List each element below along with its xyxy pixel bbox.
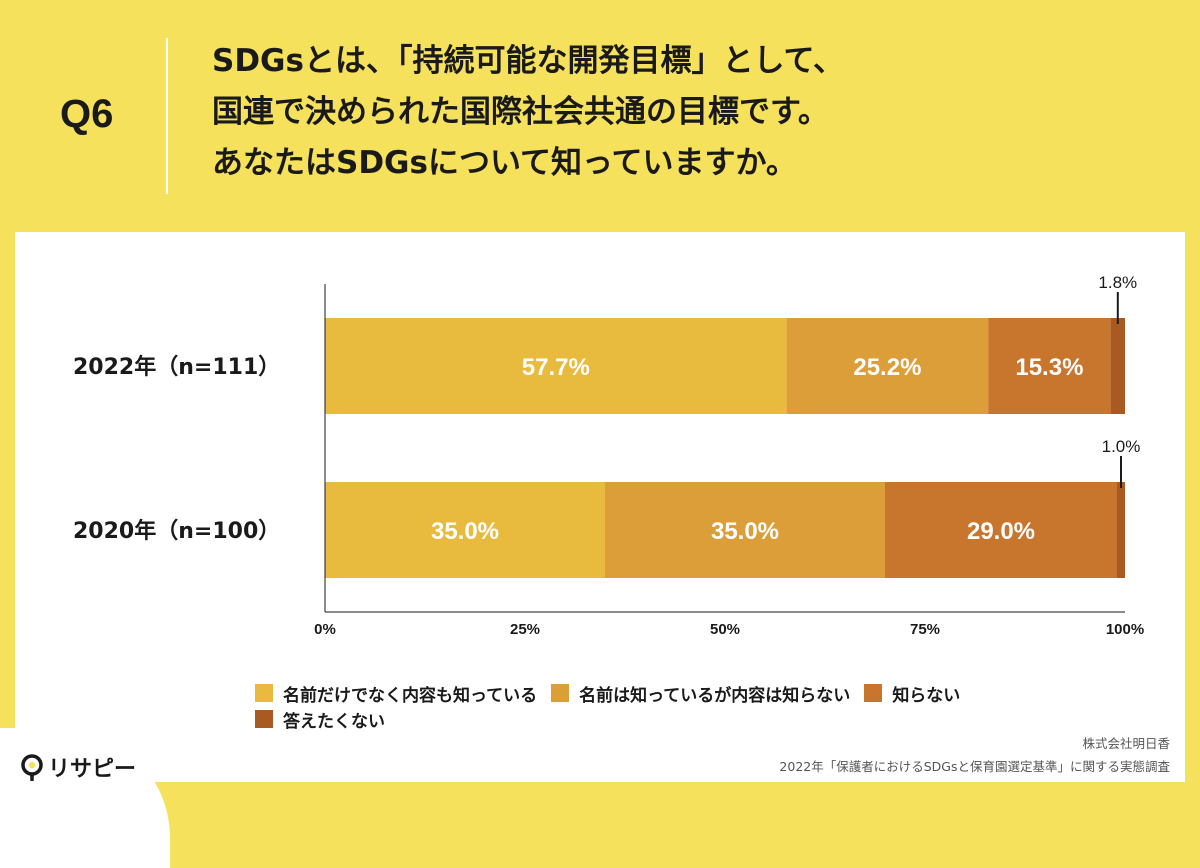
x-tick-label: 50% [710, 621, 740, 638]
question-text: SDGsとは、「持続可能な開発目標」として、 国連で決められた国際社会共通の目標… [212, 36, 1172, 189]
legend-row-1: 名前だけでなく内容も知っている 名前は知っているが内容は知らない 知らない [255, 680, 1155, 706]
data-label: 35.0% [711, 518, 779, 545]
x-tick-label: 25% [510, 621, 540, 638]
bar-segment [325, 318, 787, 414]
data-label: 1.8% [1098, 273, 1137, 292]
legend-label: 名前は知っているが内容は知らない [579, 685, 851, 706]
x-tick-label: 100% [1106, 621, 1144, 638]
x-tick-label: 75% [910, 621, 940, 638]
question-line-3: あなたはSDGsについて知っていますか。 [212, 145, 797, 181]
stacked-bar-chart: 2022年（n=111） 2020年（n=100） 57.7% 25.2% 15.3% 1… [73, 273, 1144, 638]
question-line-2: 国連で決められた国際社会共通の目標です。 [212, 94, 829, 130]
data-label: 25.2% [853, 354, 921, 381]
legend-label: 知らない [892, 685, 961, 706]
chart-panel: 2022年（n=111） 2020年（n=100） 57.7% 25.2% 15.3% 1… [15, 232, 1185, 782]
legend-swatch [864, 684, 883, 702]
brand-name: リサピー [48, 757, 137, 782]
legend-item: 知らない [864, 681, 960, 706]
brand-logo: リサピー [18, 750, 136, 784]
bar-segment [605, 482, 885, 578]
legend-swatch [255, 710, 273, 728]
question-divider [166, 38, 168, 194]
x-tick-label: 0% [314, 621, 336, 638]
legend-label: 答えたくない [283, 711, 385, 732]
legend-row-2: 答えたくない [255, 706, 1155, 732]
data-label: 35.0% [431, 518, 499, 545]
legend-swatch [255, 684, 273, 702]
source-note: 株式会社明日香 2022年「保護者におけるSDGsと保育園選定基準」に関する実態… [779, 732, 1170, 778]
bar-segment [885, 482, 1117, 578]
bar-segment [325, 482, 605, 578]
question-line-1: SDGsとは、「持続可能な開発目標」として、 [212, 43, 844, 79]
legend-item: 名前は知っているが内容は知らない [551, 681, 850, 706]
legend-item: 名前だけでなく内容も知っている [255, 681, 537, 706]
pin-icon [21, 754, 43, 781]
data-label: 15.3% [1015, 354, 1083, 381]
question-number: Q6 [60, 92, 114, 136]
chart-legend: 名前だけでなく内容も知っている 名前は知っているが内容は知らない 知らない 答え… [255, 680, 1155, 732]
bar-segment [1110, 318, 1125, 414]
legend-swatch [551, 684, 570, 702]
bar-segment [988, 318, 1111, 414]
data-label: 57.7% [522, 354, 590, 381]
category-label: 2020年（n=100） [73, 518, 280, 544]
source-survey: 2022年「保護者におけるSDGsと保育園選定基準」に関する実態調査 [779, 759, 1170, 774]
bar-segment [1117, 482, 1125, 578]
source-company: 株式会社明日香 [1082, 736, 1170, 751]
legend-item: 答えたくない [255, 707, 385, 732]
data-label: 29.0% [967, 518, 1035, 545]
data-label: 1.0% [1102, 437, 1141, 456]
bar-segment [786, 318, 989, 414]
category-label: 2022年（n=111） [73, 354, 280, 380]
legend-label: 名前だけでなく内容も知っている [283, 685, 538, 706]
